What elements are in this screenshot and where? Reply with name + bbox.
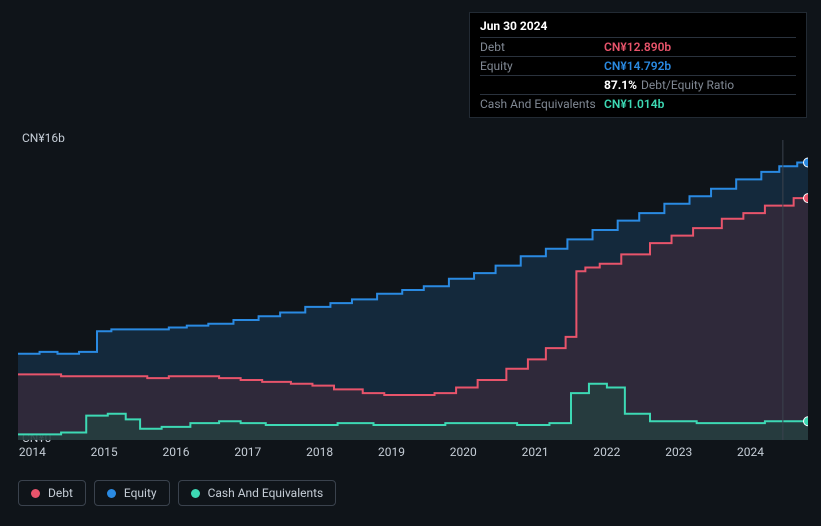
x-axis-label: 2019 bbox=[378, 445, 405, 459]
x-axis-label: 2014 bbox=[19, 445, 46, 459]
tooltip-row-label: Equity bbox=[480, 59, 604, 73]
legend-item[interactable]: Equity bbox=[94, 480, 170, 506]
tooltip-panel: Jun 30 2024 DebtCN¥12.890bEquityCN¥14.79… bbox=[469, 12, 807, 118]
tooltip-row: DebtCN¥12.890b bbox=[480, 37, 796, 56]
legend-item[interactable]: Debt bbox=[18, 480, 86, 506]
tooltip-ratio-label: Debt/Equity Ratio bbox=[641, 78, 734, 92]
tooltip-ratio-pct: 87.1% bbox=[604, 78, 637, 92]
legend-label: Debt bbox=[48, 486, 73, 500]
chart-svg bbox=[18, 140, 808, 440]
x-axis-label: 2016 bbox=[163, 445, 190, 459]
series-end-marker bbox=[804, 158, 809, 167]
tooltip-row: Cash And EquivalentsCN¥1.014b bbox=[480, 94, 796, 113]
x-axis-label: 2018 bbox=[306, 445, 333, 459]
tooltip-row-label: Cash And Equivalents bbox=[480, 97, 604, 111]
tooltip-date: Jun 30 2024 bbox=[480, 19, 796, 37]
tooltip-row-value: CN¥14.792b bbox=[604, 59, 671, 73]
x-axis-label: 2020 bbox=[450, 445, 477, 459]
tooltip-ratio: 87.1% Debt/Equity Ratio bbox=[604, 78, 734, 92]
x-axis: 2014 2015 2016 2017 2018 2019 2020 2021 2022 2023… bbox=[18, 445, 808, 465]
x-axis-label: 2023 bbox=[665, 445, 692, 459]
series-end-marker bbox=[804, 194, 809, 203]
x-axis-label: 2017 bbox=[234, 445, 261, 459]
legend-item[interactable]: Cash And Equivalents bbox=[178, 480, 337, 506]
x-axis-label: 2024 bbox=[737, 445, 764, 459]
tooltip-row: EquityCN¥14.792b bbox=[480, 56, 796, 75]
legend: Debt Equity Cash And Equivalents bbox=[18, 480, 336, 506]
tooltip-row-label bbox=[480, 78, 604, 92]
legend-label: Equity bbox=[124, 486, 157, 500]
tooltip-row-value: CN¥12.890b bbox=[604, 40, 671, 54]
legend-label: Cash And Equivalents bbox=[208, 486, 324, 500]
legend-dot-icon bbox=[191, 489, 200, 498]
tooltip-rows: DebtCN¥12.890bEquityCN¥14.792b87.1%Debt/… bbox=[480, 37, 796, 113]
legend-dot-icon bbox=[107, 489, 116, 498]
x-axis-label: 2015 bbox=[91, 445, 118, 459]
legend-dot-icon bbox=[31, 489, 40, 498]
x-axis-label: 2021 bbox=[522, 445, 549, 459]
tooltip-row-value: CN¥1.014b bbox=[604, 97, 664, 111]
series-end-marker bbox=[804, 417, 809, 426]
tooltip-row-label: Debt bbox=[480, 40, 604, 54]
x-axis-label: 2022 bbox=[593, 445, 620, 459]
chart-area bbox=[18, 140, 808, 440]
tooltip-row: 87.1% Debt/Equity Ratio bbox=[480, 75, 796, 94]
